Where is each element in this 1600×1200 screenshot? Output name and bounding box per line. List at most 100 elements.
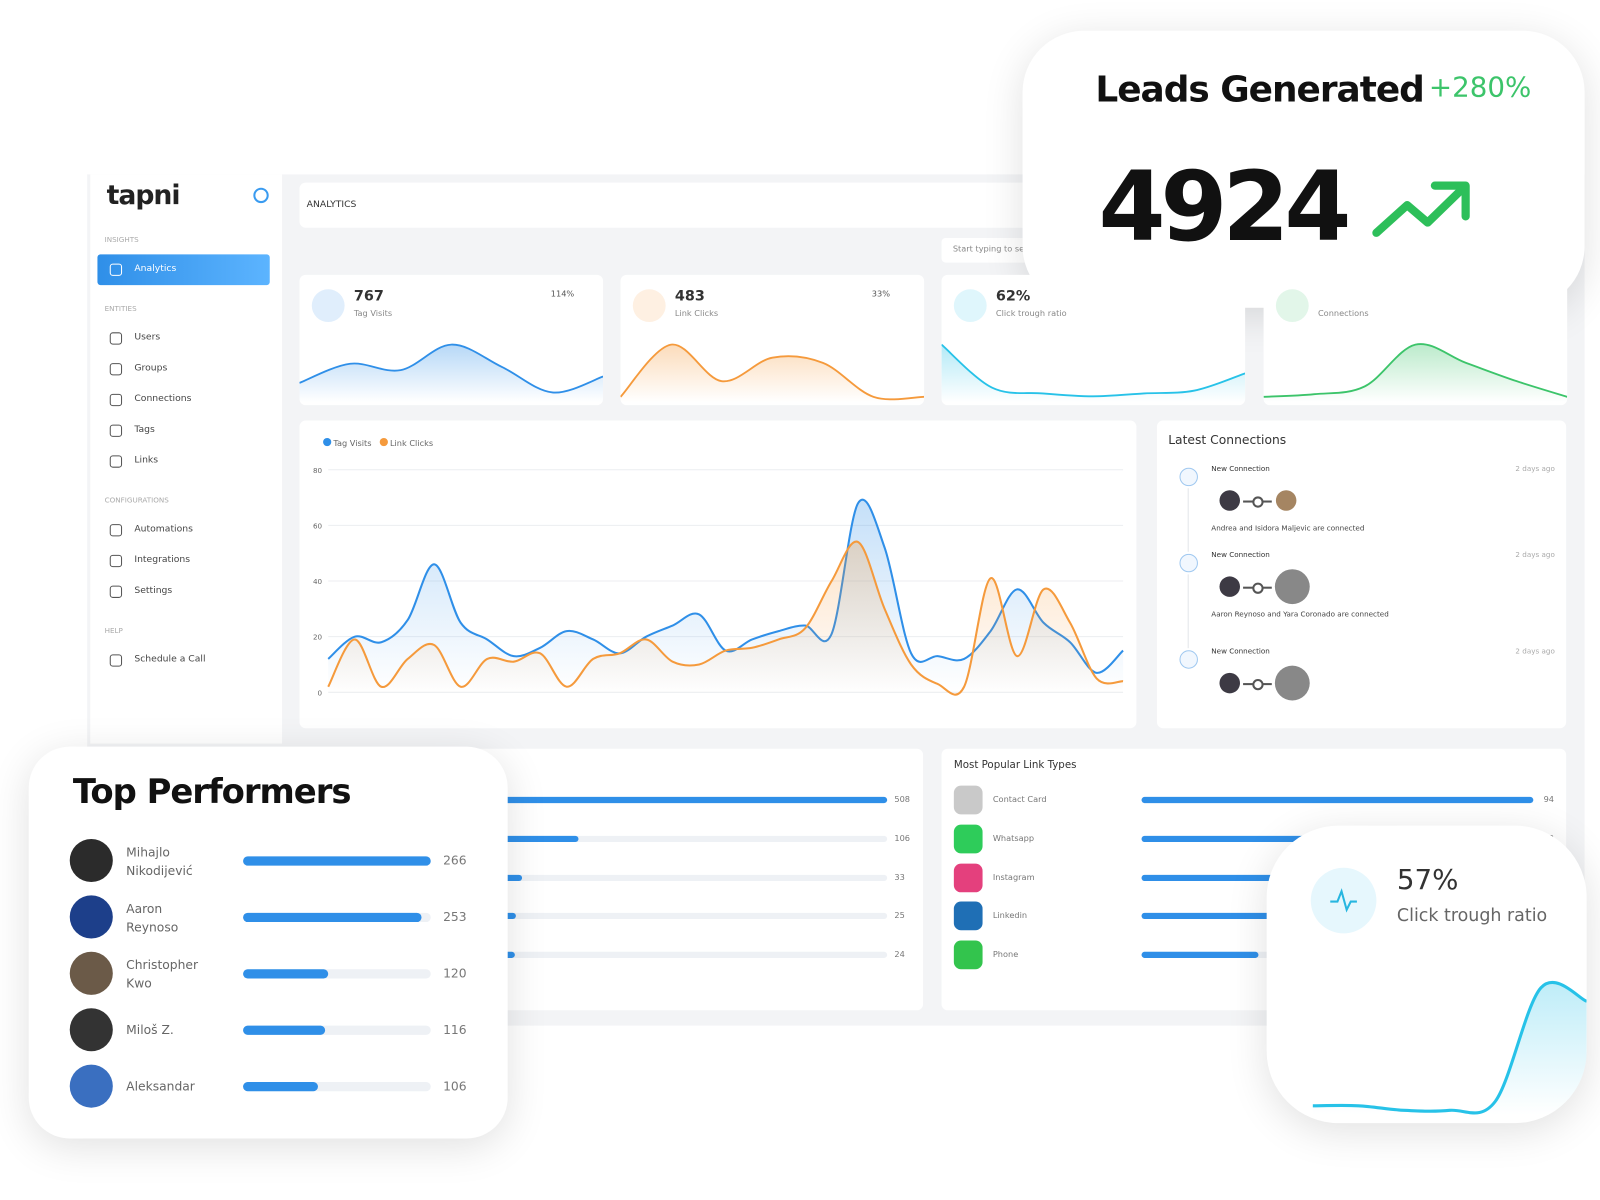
area	[1263, 344, 1568, 403]
nav-item[interactable]: Users	[134, 332, 161, 343]
stat-card: 483 Link Clicks 33%	[620, 274, 925, 406]
sparkline	[620, 343, 925, 403]
bar	[243, 855, 431, 866]
performer-avatar	[69, 951, 113, 995]
bar-value: 94	[1543, 795, 1555, 805]
bar-value: 116	[443, 1022, 467, 1037]
stat-icon	[953, 289, 987, 323]
bar	[496, 874, 522, 882]
bar-track	[243, 1081, 431, 1091]
nav-item[interactable]: Settings	[134, 585, 173, 596]
nav-icon	[109, 393, 123, 407]
link-type-icon	[953, 824, 983, 854]
nav-item[interactable]: Integrations	[134, 554, 191, 566]
ctr-sparkline	[1312, 980, 1587, 1115]
latest-connections-title: Latest Connections	[1168, 432, 1287, 448]
avatar	[1219, 576, 1240, 597]
link-type-icon	[953, 863, 983, 893]
section-title: CONFIGURATIONS	[104, 496, 169, 505]
leads-value: 4924	[1098, 151, 1351, 264]
header-bar: ANALYTICS	[299, 182, 1038, 228]
avatar	[1275, 490, 1297, 511]
bar-value: 106	[443, 1078, 467, 1094]
connector-ring	[1252, 582, 1264, 594]
nav-item[interactable]: Schedule a Call	[134, 654, 206, 665]
bar	[1141, 835, 1442, 843]
legend-dot	[379, 437, 388, 447]
search-placeholder: Start typing to sea	[952, 244, 1030, 254]
bar	[496, 796, 888, 804]
link-type-name: Phone	[992, 949, 1019, 959]
line	[941, 343, 1246, 398]
performer-name: Aaron Reynoso	[126, 901, 179, 935]
bar	[243, 1025, 325, 1035]
leads-title: Leads Generated	[1095, 69, 1425, 111]
settings-icon[interactable]	[253, 187, 269, 204]
nav-item[interactable]: Links	[134, 455, 159, 466]
area	[620, 344, 925, 403]
connector-ring	[1252, 496, 1264, 508]
bar	[496, 835, 578, 843]
performer-avatar	[69, 838, 113, 883]
active-item-bg[interactable]	[97, 254, 270, 286]
top-links-card: 508 106 33 25 24	[451, 748, 924, 1011]
timeline	[1187, 488, 1189, 552]
section-title: ENTITIES	[104, 304, 137, 313]
link-type-name: Contact Card	[992, 794, 1047, 805]
bar-track	[496, 951, 888, 958]
bar	[243, 912, 422, 922]
nav-icon	[109, 455, 123, 468]
stat-card: Connections	[1263, 274, 1568, 406]
nav-item[interactable]: Tags	[134, 424, 155, 435]
nav-icon	[109, 424, 123, 437]
conn-time: 2 days ago	[1515, 647, 1555, 656]
ctr-card: 57% Click trough ratio	[1266, 825, 1587, 1124]
nav-item[interactable]: Analytics	[134, 263, 177, 274]
stat-value: 483	[674, 288, 705, 305]
area	[941, 344, 1246, 403]
stat-change: 114%	[550, 289, 575, 299]
conn-icon	[1179, 553, 1198, 573]
conn-text: Aaron Reynoso and Yara Coronado are conn…	[1211, 610, 1389, 619]
performer-avatar	[69, 1064, 113, 1108]
stat-icon	[311, 289, 345, 323]
stat-label: Tag Visits	[353, 308, 393, 318]
bar-track	[496, 874, 888, 882]
nav-item[interactable]: Automations	[134, 524, 193, 535]
top-performers-title: Top Performers	[72, 771, 352, 812]
link-type-icon	[953, 901, 983, 931]
nav-icon	[109, 654, 123, 667]
sparkline	[941, 343, 1246, 403]
timeline	[1187, 574, 1189, 649]
leads-card: Leads Generated +280% 4924	[1022, 30, 1585, 308]
trend-arrow	[1372, 181, 1470, 237]
conn-icon	[1179, 467, 1198, 487]
nav-icon	[109, 332, 123, 345]
performer-name: Miloš Z.	[126, 1022, 174, 1037]
bar-value: 120	[443, 965, 467, 981]
bar	[1141, 951, 1259, 958]
conn-title: New Connection	[1211, 550, 1270, 559]
stat-label: Link Clicks	[674, 308, 719, 318]
area	[1312, 982, 1587, 1115]
ctr-value: 57%	[1396, 864, 1459, 897]
legend-label: Tag Visits	[332, 438, 371, 448]
bar-track	[243, 1025, 431, 1035]
stat-card: 767 Tag Visits 114%	[299, 274, 604, 406]
bar-value: 25	[894, 910, 905, 921]
ctr-label: Click trough ratio	[1396, 905, 1548, 927]
y-tick-label: 0	[317, 688, 322, 697]
performer-name: Mihajlo Nikodijević	[126, 845, 193, 878]
line	[620, 343, 925, 401]
bar-track	[496, 835, 888, 843]
line	[299, 343, 604, 394]
nav-item[interactable]: Connections	[134, 393, 192, 405]
stat-value: 62%	[995, 288, 1031, 305]
stat-icon	[632, 289, 666, 323]
bar-value: 33	[894, 873, 905, 883]
stat-value: 767	[353, 288, 384, 305]
nav-item[interactable]: Groups	[134, 363, 168, 374]
sparkline	[1263, 343, 1568, 403]
area	[299, 344, 604, 403]
